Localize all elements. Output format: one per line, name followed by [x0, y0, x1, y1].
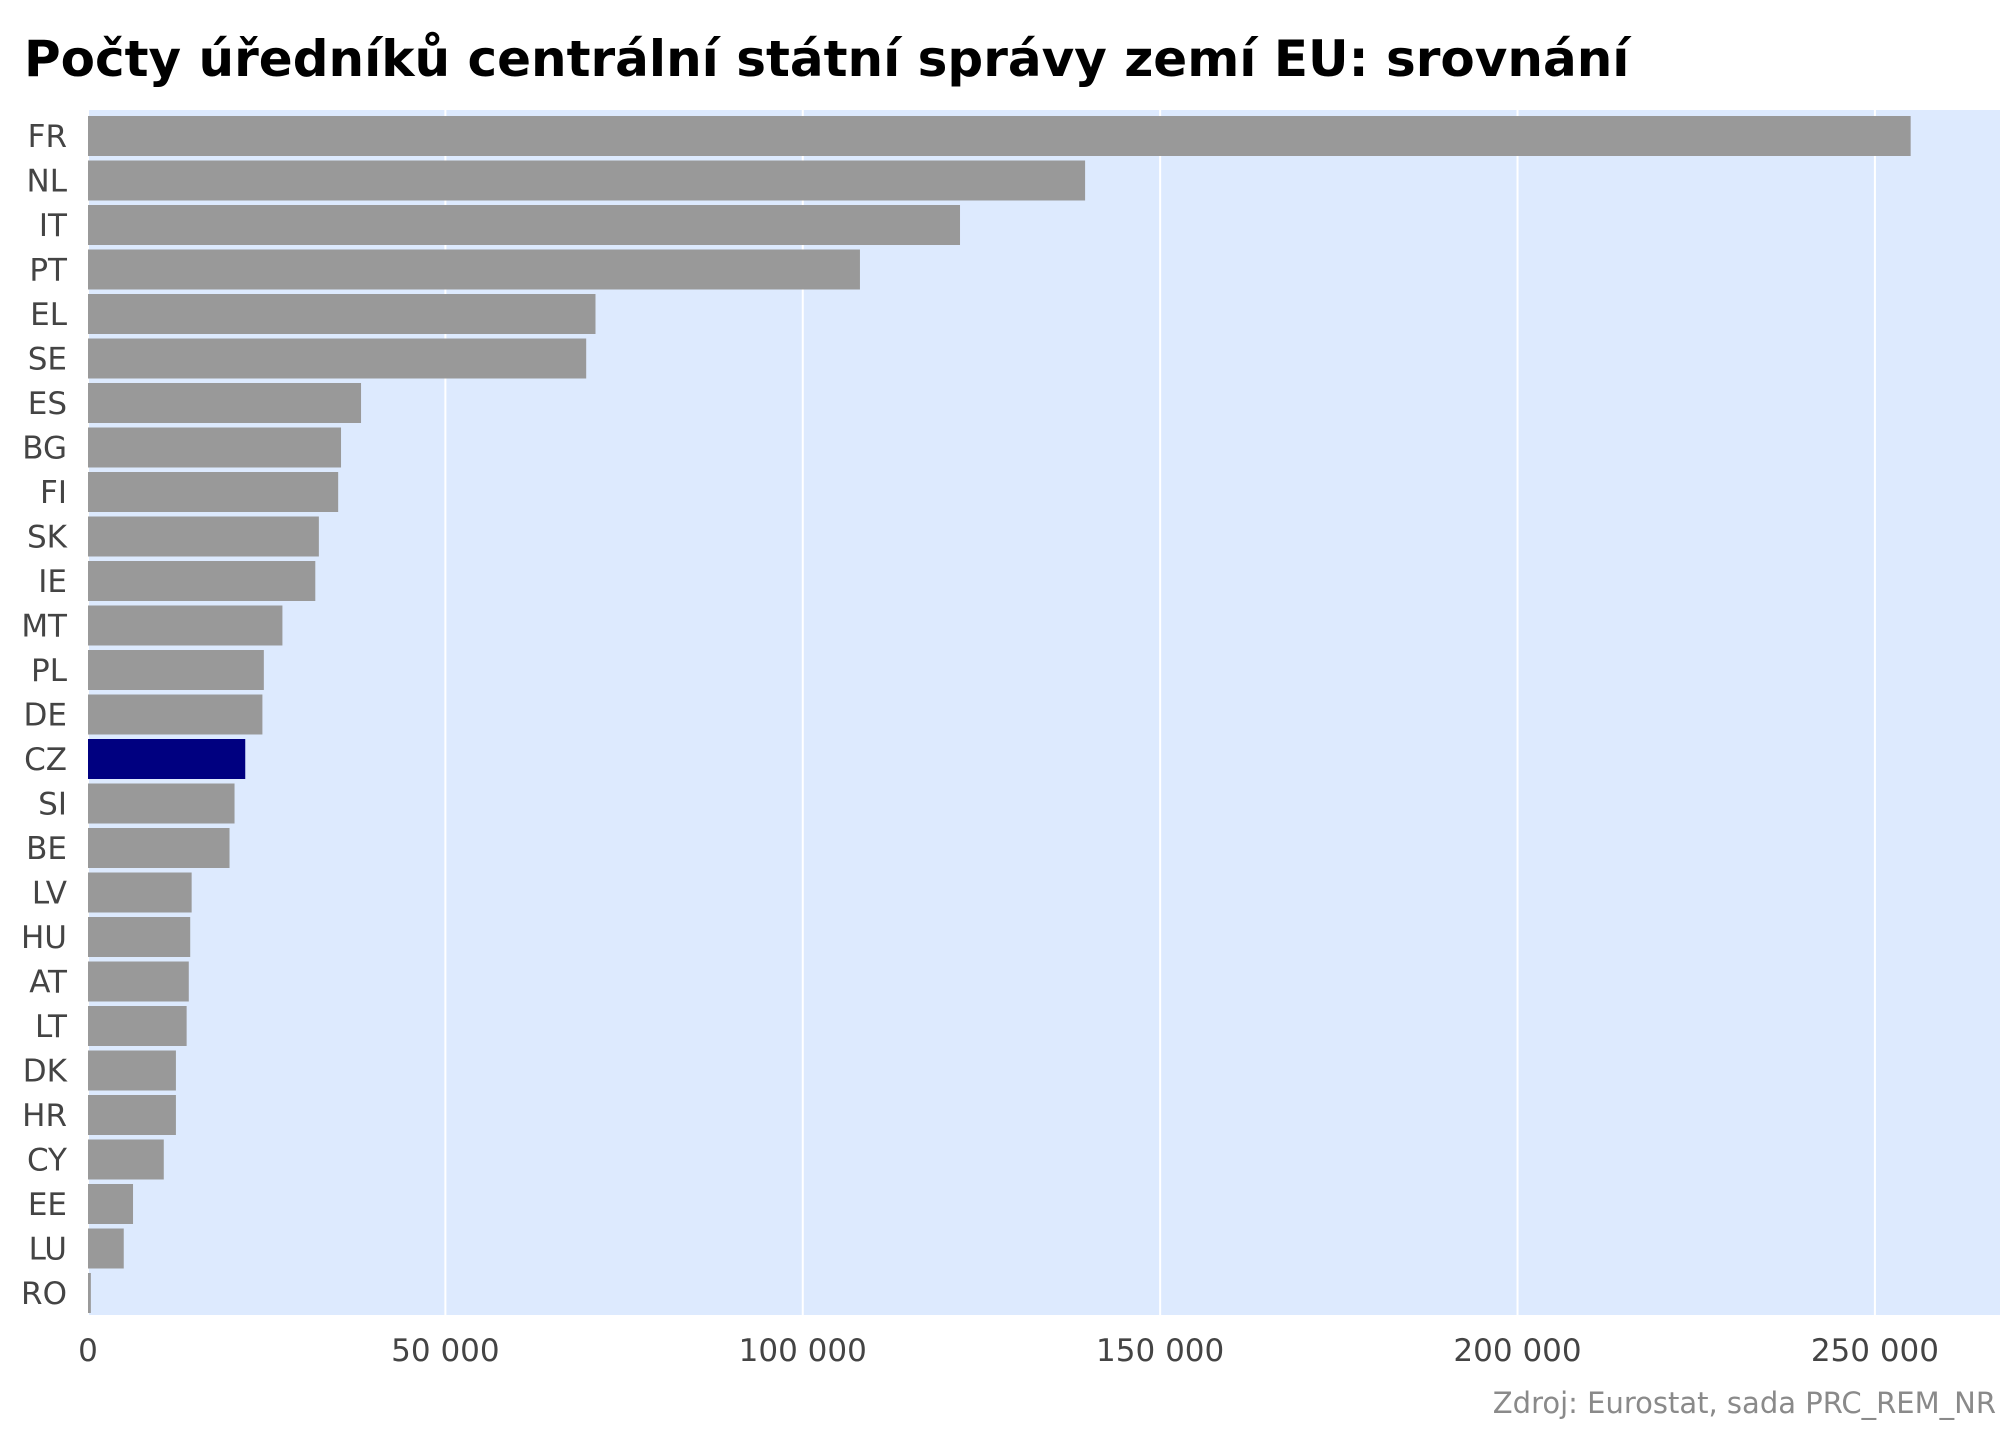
y-tick-label: MT — [21, 609, 68, 645]
bar-be — [88, 828, 230, 868]
bar-hu — [88, 917, 191, 957]
bar-sk — [88, 516, 319, 557]
bar-es — [88, 383, 362, 423]
y-tick-label: RO — [21, 1276, 67, 1312]
bar-lt — [88, 1006, 187, 1046]
y-tick-label: HR — [22, 1098, 67, 1134]
plot-panel — [88, 110, 2000, 1315]
x-tick-label: 150 000 — [1096, 1333, 1224, 1369]
bar-fi — [88, 472, 339, 512]
y-tick-labels: FR NL IT PT EL SE ES BG FI SK IE MT PL DE CZ SI BE LV HU AT… — [21, 119, 68, 1312]
bar-ie — [88, 561, 316, 601]
y-tick-label: CZ — [24, 742, 67, 778]
bar-ee — [88, 1184, 134, 1224]
y-tick-label: ES — [28, 386, 67, 422]
x-tick-labels: 0 50 000 100 000 150 000 200 000 250 000 — [78, 1333, 1939, 1369]
bar-se — [88, 338, 587, 379]
bar-ro — [88, 1273, 91, 1313]
y-tick-label: LV — [32, 876, 67, 912]
bar-cz — [88, 739, 246, 779]
y-tick-label: DK — [23, 1054, 68, 1090]
y-tick-label: SI — [38, 787, 67, 823]
y-tick-label: CY — [27, 1143, 67, 1179]
bar-it — [88, 205, 961, 245]
y-tick-label: FR — [28, 119, 67, 155]
bar-mt — [88, 605, 283, 646]
y-tick-label: NL — [27, 164, 68, 200]
y-tick-label: DE — [24, 698, 67, 734]
bar-hr — [88, 1095, 176, 1135]
bar-cy — [88, 1139, 164, 1180]
bar-el — [88, 294, 596, 334]
bar-at — [88, 961, 189, 1002]
bar-nl — [88, 160, 1086, 201]
chart-title: Počty úředníků centrální státní správy z… — [24, 30, 1632, 88]
y-tick-label: SE — [28, 342, 67, 378]
x-tick-label: 200 000 — [1453, 1333, 1581, 1369]
y-tick-label: PL — [31, 653, 68, 689]
y-tick-label: EE — [28, 1187, 67, 1223]
y-tick-label: SK — [27, 520, 68, 556]
bar-pt — [88, 249, 860, 290]
y-tick-label: BE — [26, 831, 67, 867]
y-tick-label: LU — [29, 1232, 67, 1268]
bar-si — [88, 783, 235, 824]
bar-de — [88, 694, 263, 735]
y-tick-label: PT — [29, 253, 68, 289]
x-tick-label: 100 000 — [739, 1333, 867, 1369]
bar-bg — [88, 427, 342, 468]
bar-pl — [88, 650, 264, 690]
y-tick-label: LT — [35, 1009, 68, 1045]
y-tick-label: HU — [21, 920, 67, 956]
y-tick-label: BG — [22, 431, 67, 467]
source-note: Zdroj: Eurostat, sada PRC_REM_NR — [1493, 1386, 1996, 1420]
bar-lv — [88, 872, 192, 913]
y-tick-label: EL — [30, 297, 68, 333]
x-tick-label: 250 000 — [1811, 1333, 1939, 1369]
bar-dk — [88, 1050, 176, 1091]
bar-fr — [88, 116, 1911, 156]
y-tick-label: IE — [38, 564, 67, 600]
x-tick-label: 0 — [78, 1333, 98, 1369]
bar-lu — [88, 1228, 124, 1269]
y-tick-label: FI — [40, 475, 67, 511]
x-tick-label: 50 000 — [391, 1333, 499, 1369]
y-tick-label: IT — [39, 208, 68, 244]
y-tick-label: AT — [29, 965, 68, 1001]
bars — [88, 116, 1911, 1313]
